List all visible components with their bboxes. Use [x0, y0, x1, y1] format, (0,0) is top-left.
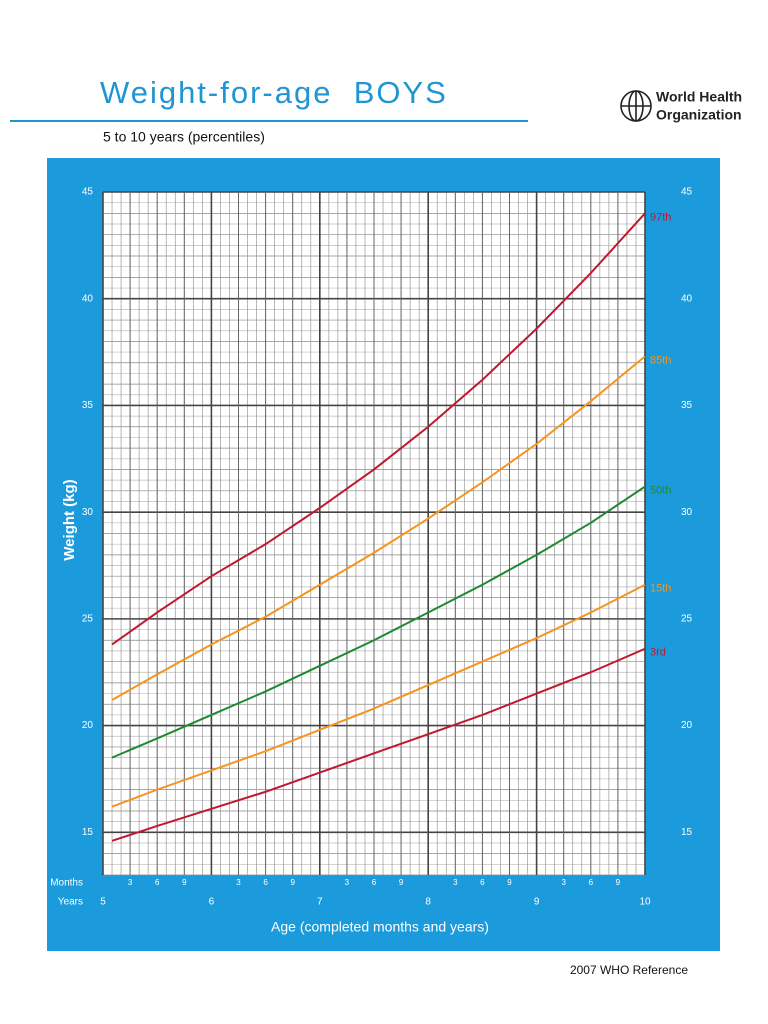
month-tick-label: 9 — [182, 878, 187, 887]
month-tick-label: 9 — [507, 878, 512, 887]
series-label: 3rd — [650, 647, 666, 659]
y-tick-label: 15 — [82, 827, 94, 838]
month-tick-label: 6 — [480, 878, 485, 887]
x-tick-label: 9 — [534, 897, 540, 908]
x-tick-label: 8 — [425, 897, 431, 908]
percentile-curve — [111, 583, 646, 808]
y-tick-label: 25 — [681, 614, 693, 625]
x-tick-label: 6 — [209, 897, 215, 908]
x-tick-label: 7 — [317, 897, 323, 908]
y-tick-label: 35 — [681, 400, 693, 411]
y-tick-label: 40 — [681, 293, 693, 304]
who-emblem — [620, 90, 652, 122]
x-tick-label: 10 — [639, 897, 651, 908]
series-label: 50th — [650, 484, 671, 496]
subtitle: 5 to 10 years (percentiles) — [103, 129, 265, 145]
series-label: 15th — [650, 583, 671, 595]
month-tick-label: 3 — [453, 878, 458, 887]
y-tick-label: 45 — [681, 187, 693, 198]
month-tick-label: 3 — [345, 878, 350, 887]
month-tick-label: 3 — [236, 878, 241, 887]
chart-title: Weight-for-age BOYS — [100, 75, 448, 110]
y-tick-label: 40 — [82, 293, 94, 304]
percentile-curve — [111, 485, 646, 759]
month-tick-label: 3 — [128, 878, 133, 887]
y-tick-label: 35 — [82, 400, 94, 411]
y-axis-title: Weight (kg) — [61, 479, 78, 560]
percentile-curve — [111, 212, 646, 646]
reference-note: 2007 WHO Reference — [570, 963, 688, 977]
month-tick-label: 9 — [290, 878, 295, 887]
series-label: 85th — [650, 354, 671, 366]
y-tick-label: 30 — [681, 507, 693, 518]
month-tick-label: 9 — [399, 878, 404, 887]
org-name: Organization — [656, 107, 742, 123]
y-tick-label: 25 — [82, 614, 94, 625]
curves: 97th 85th 50th 15th 3rd — [111, 211, 671, 842]
series-label: 97th — [650, 211, 671, 223]
month-tick-label: 3 — [561, 878, 566, 887]
y-tick-label: 20 — [681, 720, 693, 731]
y-tick-label: 45 — [82, 187, 94, 198]
y-tick-label: 15 — [681, 827, 693, 838]
org-name: World Health — [656, 89, 742, 105]
month-tick-label: 6 — [263, 878, 268, 887]
month-row-label: Months — [50, 878, 83, 889]
y-tick-label: 20 — [82, 720, 94, 731]
month-tick-label: 9 — [616, 878, 621, 887]
month-tick-label: 6 — [589, 878, 594, 887]
y-tick-label: 30 — [82, 507, 94, 518]
month-tick-label: 6 — [372, 878, 377, 887]
percentile-curve — [111, 355, 646, 701]
year-row-label: Years — [58, 897, 83, 908]
grid — [102, 191, 646, 876]
x-axis-title: Age (completed months and years) — [271, 919, 489, 935]
x-tick-label: 5 — [100, 897, 106, 908]
percentile-curve — [111, 647, 646, 842]
month-tick-label: 6 — [155, 878, 160, 887]
